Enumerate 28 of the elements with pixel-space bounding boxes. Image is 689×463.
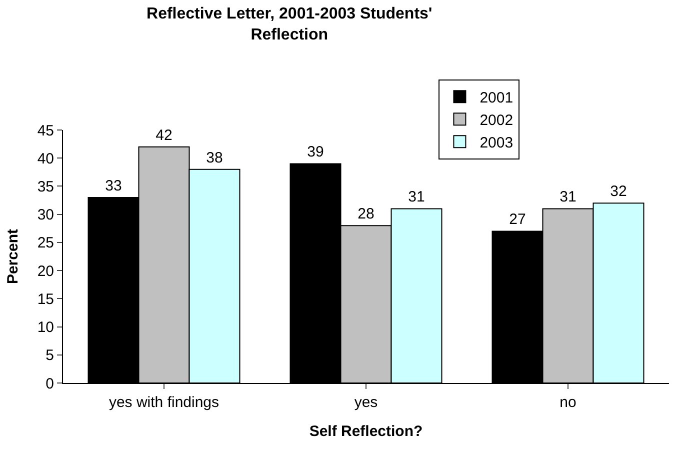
data-label: 27 [509,211,526,228]
y-axis-title: Percent [4,228,22,284]
y-tick-label: 40 [37,150,54,168]
legend-label: 2003 [480,134,514,152]
x-tick-label: no [560,394,576,411]
y-tick-label: 35 [37,178,54,196]
y-tick-label: 30 [37,206,54,224]
y-tick-label: 10 [37,319,54,336]
legend-label: 2001 [480,90,514,106]
y-tick-label: 20 [37,262,54,280]
data-label: 33 [105,177,122,194]
y-tick-label: 5 [46,347,54,364]
y-tick-label: 15 [37,290,54,308]
data-label: 31 [560,188,576,206]
y-tick-label: 0 [46,375,54,392]
x-tick-label: yes [354,394,378,411]
x-axis-title: Self Reflection? [309,423,423,440]
data-label: 28 [358,206,374,223]
y-tick-label: 25 [37,234,54,252]
chart-title: Reflective Letter, 2001-2003 Students' Reflection [146,6,432,44]
data-label: 32 [610,183,627,200]
x-tick-label: yes with findings [108,394,220,411]
y-tick-label: 45 [37,122,54,140]
data-label: 39 [307,144,324,161]
data-label: 38 [206,149,223,166]
data-label: 31 [408,188,425,206]
legend-label: 2002 [480,112,514,129]
data-label: 42 [156,126,172,144]
